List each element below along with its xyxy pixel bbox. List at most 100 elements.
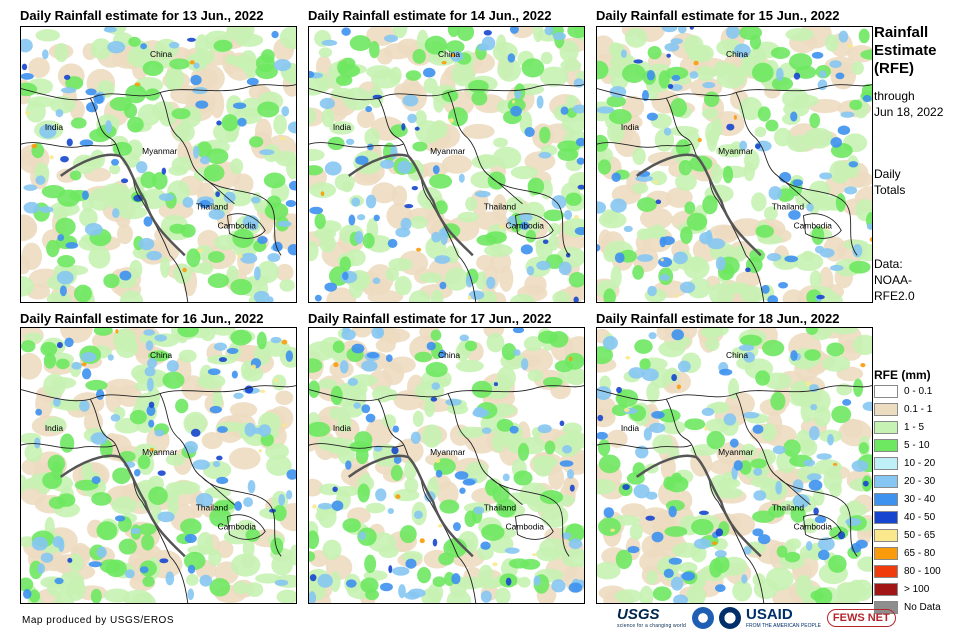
rainfall-patch — [41, 184, 66, 199]
rainfall-patch — [806, 473, 822, 481]
rainfall-patch — [493, 382, 499, 387]
rainfall-patch — [276, 589, 296, 603]
rainfall-patch — [821, 355, 851, 372]
rainfall-patch — [647, 45, 662, 60]
rainfall-patch — [481, 427, 492, 434]
rainfall-patch — [379, 582, 393, 592]
rainfall-patch — [686, 277, 712, 299]
rainfall-patch — [54, 42, 69, 63]
rainfall-patch — [847, 44, 854, 48]
rainfall-patch — [341, 329, 356, 341]
rainfall-patch — [81, 368, 92, 380]
rainfall-patch — [632, 182, 649, 194]
rainfall-patch — [723, 413, 737, 426]
rainfall-patch — [145, 340, 154, 351]
usgs-tagline: science for a changing world — [617, 623, 686, 629]
rainfall-patch — [454, 471, 469, 480]
rainfall-patch — [567, 27, 584, 39]
rainfall-patch — [412, 410, 424, 428]
rainfall-patch — [532, 455, 558, 469]
rainfall-patch — [165, 571, 175, 586]
usaid-seal-icon — [718, 606, 741, 629]
rainfall-patch — [209, 578, 231, 597]
rainfall-patch — [435, 469, 443, 478]
rainfall-patch — [271, 554, 293, 576]
rainfall-patch — [148, 486, 168, 506]
rainfall-patch — [388, 356, 416, 374]
rainfall-patch — [465, 196, 478, 212]
rainfall-patch — [825, 226, 829, 230]
rainfall-patch — [412, 48, 426, 64]
rainfall-patch — [805, 328, 819, 335]
country-label: Thailand — [484, 202, 517, 212]
rainfall-patch — [177, 328, 199, 338]
side-title: Rainfall Estimate (RFE) — [874, 24, 937, 78]
rainfall-patch — [543, 209, 565, 222]
rainfall-patch — [614, 252, 625, 264]
usaid-wordmark: USAID — [745, 606, 793, 623]
rainfall-patch — [510, 165, 538, 180]
rainfall-patch — [711, 541, 718, 546]
rainfall-patch — [148, 419, 155, 428]
rainfall-patch — [767, 295, 779, 302]
country-label: Cambodia — [218, 221, 257, 231]
rainfall-patch — [408, 588, 426, 598]
rainfall-patch — [216, 455, 223, 461]
rainfall-patch — [597, 439, 611, 456]
rainfall-patch — [257, 101, 280, 118]
rainfall-patch — [23, 201, 40, 214]
legend-swatch — [874, 474, 898, 488]
rainfall-patch — [573, 215, 579, 219]
rainfall-patch — [842, 398, 852, 406]
data-source: Data: NOAA- RFE2.0 — [874, 256, 915, 304]
rainfall-patch — [457, 211, 479, 223]
rainfall-patch — [133, 194, 144, 202]
rainfall-patch — [812, 405, 831, 427]
rainfall-patch — [480, 590, 492, 603]
rainfall-patch — [816, 294, 825, 300]
rainfall-patch — [55, 109, 64, 118]
rainfall-patch — [811, 51, 824, 59]
rainfall-patch — [96, 521, 118, 541]
rainfall-patch — [251, 196, 261, 204]
rainfall-patch — [342, 518, 361, 533]
panel-title-5: Daily Rainfall estimate for 17 Jun., 202… — [308, 311, 552, 326]
rainfall-patch — [426, 341, 436, 351]
rainfall-patch — [565, 252, 571, 258]
rainfall-patch — [790, 505, 806, 523]
rainfall-patch — [186, 248, 201, 268]
rainfall-patch — [652, 586, 672, 602]
rainfall-patch — [182, 196, 194, 208]
rainfall-patch — [388, 257, 413, 272]
side-title-line: Estimate — [874, 42, 937, 59]
rainfall-patch — [49, 155, 54, 160]
rainfall-patch — [525, 229, 537, 243]
rainfall-patch — [230, 278, 253, 296]
rainfall-patch — [88, 246, 111, 269]
rainfall-patch — [256, 331, 267, 350]
rainfall-patch — [68, 553, 84, 572]
rainfall-patch — [452, 522, 461, 532]
rainfall-patch — [251, 364, 256, 370]
rainfall-patch — [42, 49, 49, 60]
rainfall-patch — [844, 186, 858, 195]
rainfall-patch — [620, 49, 627, 58]
rainfall-patch — [559, 420, 565, 427]
rainfall-patch — [603, 288, 616, 302]
rainfall-patch — [860, 363, 866, 368]
rainfall-patch — [499, 265, 514, 292]
rainfall-patch — [112, 467, 131, 484]
rainfall-patch — [351, 343, 365, 354]
rainfall-patch — [805, 381, 811, 387]
rainfall-patch — [853, 378, 864, 397]
rainfall-patch — [21, 63, 28, 71]
rainfall-patch — [190, 74, 202, 86]
rainfall-patch — [274, 579, 289, 586]
rainfall-patch — [825, 34, 839, 52]
rainfall-patch — [845, 585, 869, 598]
rainfall-patch — [637, 254, 654, 262]
rainfall-patch — [819, 70, 827, 79]
rainfall-patch — [680, 226, 693, 245]
rainfall-patch — [388, 565, 393, 574]
rainfall-patch — [695, 65, 716, 82]
